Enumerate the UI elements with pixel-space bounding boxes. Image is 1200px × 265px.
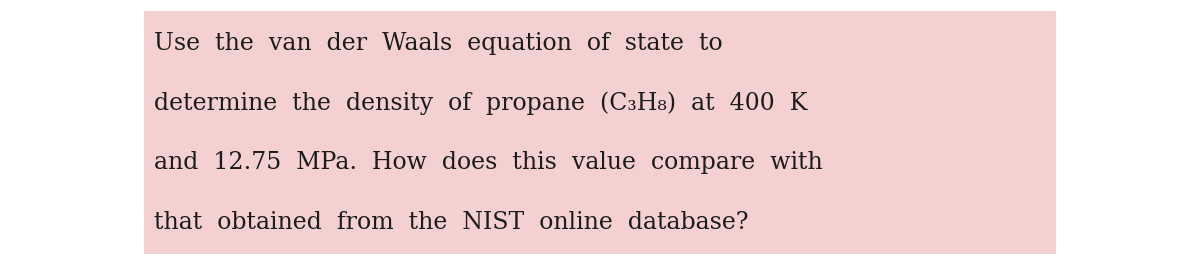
Text: Use  the  van  der  Waals  equation  of  state  to: Use the van der Waals equation of state … <box>154 32 722 55</box>
Text: that  obtained  from  the  NIST  online  database?: that obtained from the NIST online datab… <box>154 211 748 234</box>
Text: determine  the  density  of  propane  (C₃H₈)  at  400  K: determine the density of propane (C₃H₈) … <box>154 91 806 115</box>
Bar <box>144 11 1056 254</box>
Text: and  12.75  MPa.  How  does  this  value  compare  with: and 12.75 MPa. How does this value compa… <box>154 151 822 174</box>
